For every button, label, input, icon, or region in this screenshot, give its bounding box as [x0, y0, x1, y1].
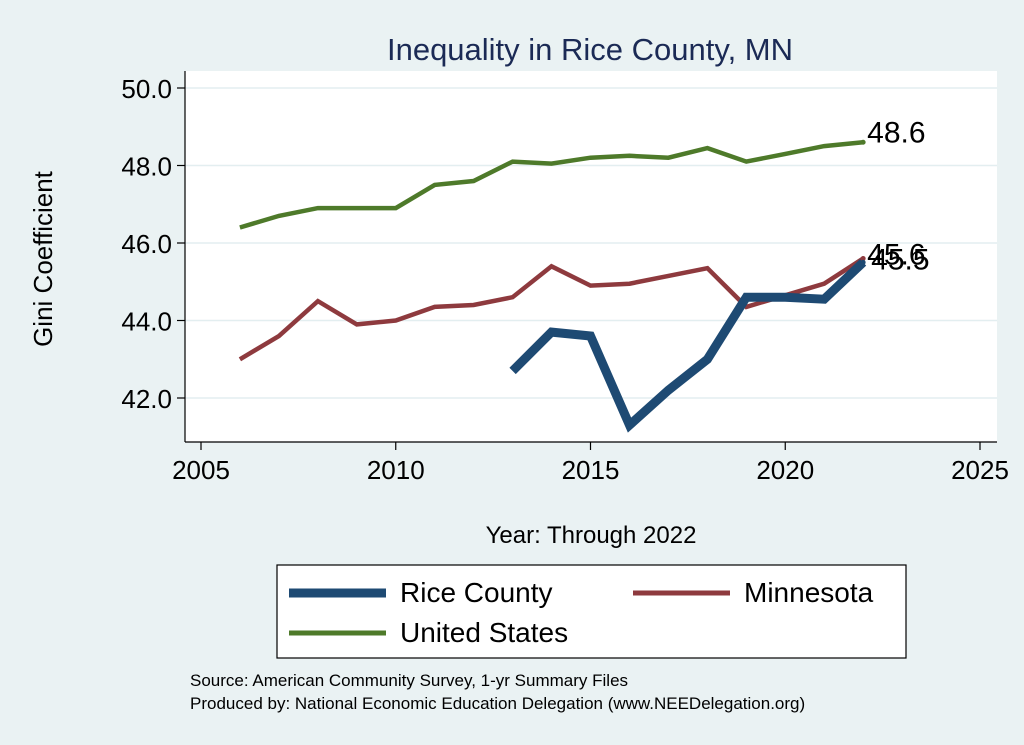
source-line: Source: American Community Survey, 1-yr …: [190, 671, 628, 690]
y-tick-label: 48.0: [121, 152, 172, 182]
x-tick-label: 2025: [951, 455, 1009, 485]
legend-label-minnesota: Minnesota: [744, 577, 874, 608]
series-line-minnesota: [238, 256, 865, 362]
y-axis-title: Gini Coefficient: [28, 170, 58, 347]
x-tick-label: 2015: [562, 455, 620, 485]
producer-line: Produced by: National Economic Education…: [190, 694, 805, 713]
y-tick-label: 46.0: [121, 229, 172, 259]
legend-label-united-states: United States: [400, 617, 568, 648]
chart-title: Inequality in Rice County, MN: [387, 32, 793, 67]
series-endpoint: [860, 139, 866, 145]
end-label-rice-county: 45.5: [871, 243, 929, 276]
axes: 42.0 44.0 46.0 48.0 50.0 2005 2010 2015 2020 2025: [121, 71, 1009, 485]
end-labels: 45.545.6 48.6: [867, 116, 929, 276]
legend-label-rice-county: Rice County: [400, 577, 553, 608]
series-endpoint: [860, 256, 866, 261]
series-line-rice-county: [509, 259, 867, 433]
series-layer: [238, 139, 867, 433]
source-notes: Source: American Community Survey, 1-yr …: [190, 671, 805, 713]
series-line-united-states: [239, 139, 864, 230]
y-tick-label: 50.0: [121, 74, 172, 104]
y-tick-label: 44.0: [121, 307, 172, 337]
x-tick-label: 2010: [367, 455, 425, 485]
x-axis-title: Year: Through 2022: [486, 522, 697, 549]
y-tick-label: 42.0: [121, 384, 172, 414]
end-label-united-states: 48.6: [867, 116, 925, 149]
series-endpoint: [860, 259, 866, 265]
legend: Rice County Minnesota United States: [276, 564, 907, 659]
gridlines: [185, 87, 997, 399]
end-label-minnesota: 45.6: [867, 239, 925, 272]
x-tick-label: 2020: [756, 455, 814, 485]
x-tick-label: 2005: [172, 455, 230, 485]
legend-box: [276, 564, 907, 659]
